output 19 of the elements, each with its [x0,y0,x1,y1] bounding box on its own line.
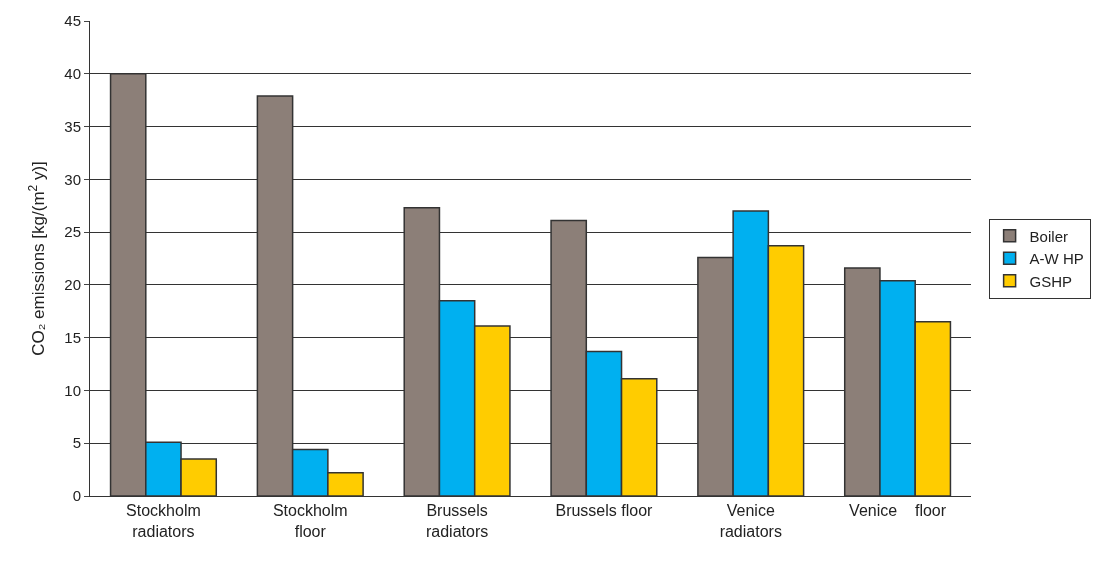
legend-label: GSHP [1029,272,1073,290]
x-tick-label: Stockholm floor [272,502,348,540]
y-tick-label: 5 [72,434,81,452]
y-tick-label: 10 [64,381,81,399]
x-tick-label: Brussels radiators [425,502,489,540]
y-tick-label: 20 [64,276,81,294]
y-tick-label: 45 [64,12,81,30]
x-tick-label: Venice floor [849,502,947,520]
x-tick-label: Stockholm radiators [126,502,201,540]
y-tick-label: 15 [64,328,81,346]
y-tick-label: 30 [64,170,81,188]
x-tick-label: Brussels floor [555,502,654,520]
x-tick-label: Venice radiators [719,502,782,540]
y-tick-label: 25 [64,223,81,241]
y-tick-label: 0 [72,487,81,505]
legend-label: Boiler [1029,227,1068,245]
y-tick-label: 40 [64,65,81,83]
legend-label: A-W HP [1029,250,1084,268]
y-tick-label: 35 [64,117,81,135]
